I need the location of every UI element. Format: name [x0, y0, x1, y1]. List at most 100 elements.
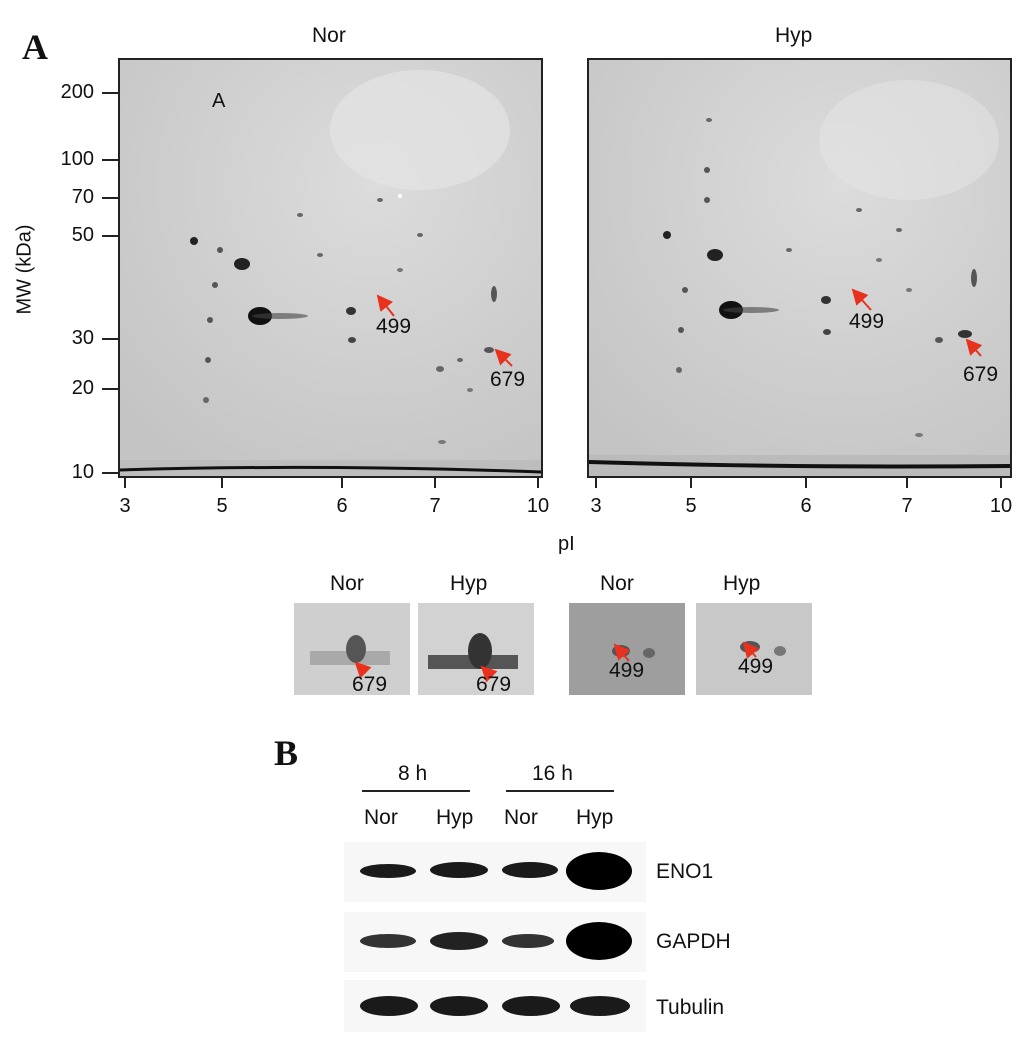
lane-label: Nor	[364, 806, 398, 829]
x-tick-label: 5	[216, 495, 228, 517]
protein-label: Tubulin	[656, 996, 725, 1019]
arrow-icon	[376, 294, 395, 317]
arrow-icon	[613, 643, 631, 662]
x-tick-label: 3	[590, 495, 602, 517]
x-tick	[906, 478, 908, 488]
band	[360, 864, 416, 878]
spot-label-679-left: 679	[490, 368, 526, 391]
band	[430, 932, 488, 950]
y-tick-label: 70	[71, 186, 94, 208]
blot-row-eno1	[344, 842, 646, 902]
panel-a-letter: A	[22, 27, 48, 67]
y-tick-label: 20	[71, 377, 94, 399]
band	[430, 996, 488, 1016]
inset-nor-499: 499	[569, 603, 685, 695]
y-tick-label: 10	[71, 461, 94, 483]
x-tick	[124, 478, 126, 488]
lane-label: Hyp	[436, 806, 474, 829]
inset-title: Nor	[600, 572, 634, 595]
arrow-icon	[354, 661, 372, 679]
inset-image	[428, 633, 518, 683]
lane-label: Hyp	[576, 806, 614, 829]
x-tick-label: 10	[989, 495, 1013, 517]
x-tick-label: 10	[526, 495, 550, 517]
inset-title: Nor	[330, 572, 364, 595]
x-tick-label: 5	[685, 495, 697, 517]
y-tick-label: 50	[71, 224, 94, 246]
arrow-icon	[851, 288, 872, 311]
gel-left-title: Nor	[312, 24, 346, 47]
y-tick	[102, 92, 118, 94]
inset-hyp-499: 499	[696, 603, 812, 695]
x-tick	[805, 478, 807, 488]
time-group-line	[506, 790, 614, 792]
x-tick	[690, 478, 692, 488]
inset-spot-label: 679	[352, 673, 388, 695]
gel-right	[587, 58, 1012, 478]
inset-title: Hyp	[723, 572, 761, 595]
time-group-label: 8 h	[398, 762, 428, 785]
gel-left-arrows	[376, 294, 513, 367]
band	[566, 922, 632, 960]
band	[502, 934, 554, 948]
y-tick-label: 200	[60, 81, 94, 103]
x-tick-label: 6	[800, 495, 812, 517]
arrow-icon	[965, 338, 983, 357]
gel-right-image	[589, 60, 1010, 476]
inset-spot-label: 499	[738, 655, 774, 678]
band	[502, 996, 560, 1016]
y-tick	[102, 235, 118, 237]
x-tick-label: 6	[336, 495, 348, 517]
time-group-line	[362, 790, 470, 792]
x-tick	[1000, 478, 1002, 488]
y-tick	[102, 338, 118, 340]
y-tick	[102, 472, 118, 474]
x-tick	[537, 478, 539, 488]
band	[430, 862, 488, 878]
y-tick-label: 100	[60, 148, 94, 170]
inset-spot-label: 499	[609, 659, 645, 682]
panel-b-letter: B	[274, 733, 299, 773]
x-tick-label: 7	[429, 495, 441, 517]
inset-image	[310, 635, 390, 679]
x-tick	[434, 478, 436, 488]
arrow-icon	[742, 641, 760, 659]
inset-hyp-679: 679	[418, 603, 534, 695]
gel-right-title: Hyp	[775, 24, 813, 47]
x-tick	[221, 478, 223, 488]
spot-label-679-right: 679	[963, 363, 999, 386]
y-tick	[102, 197, 118, 199]
band	[360, 934, 416, 948]
band	[566, 852, 632, 890]
blot-row-tubulin	[344, 980, 646, 1032]
protein-label: ENO1	[656, 860, 714, 883]
gel-left: A	[118, 58, 543, 478]
x-tick-label: 7	[901, 495, 913, 517]
y-tick	[102, 388, 118, 390]
y-axis-label: MW (kDa)	[13, 224, 36, 315]
spot-label-499-left: 499	[376, 315, 412, 338]
lane-label: Nor	[504, 806, 538, 829]
arrow-icon	[494, 348, 513, 367]
x-tick	[595, 478, 597, 488]
inset-nor-679: 679	[294, 603, 410, 695]
inset-title: Hyp	[450, 572, 488, 595]
time-group-label: 16 h	[532, 762, 573, 785]
inset-image	[612, 643, 655, 662]
y-tick	[102, 159, 118, 161]
band	[502, 862, 558, 878]
blot-row-gapdh	[344, 912, 646, 972]
x-axis-label: pI	[558, 533, 575, 555]
x-tick	[341, 478, 343, 488]
band	[360, 996, 418, 1016]
spot-label-499-right: 499	[849, 310, 885, 333]
inset-spot-label: 679	[476, 673, 512, 695]
gel-corner-label: A	[212, 90, 226, 112]
inset-image	[740, 641, 786, 659]
arrow-icon	[480, 665, 498, 683]
y-tick-label: 30	[71, 327, 94, 349]
band	[570, 996, 630, 1016]
x-tick-label: 3	[119, 495, 131, 517]
protein-label: GAPDH	[656, 930, 731, 953]
gel-right-arrows	[851, 288, 983, 357]
